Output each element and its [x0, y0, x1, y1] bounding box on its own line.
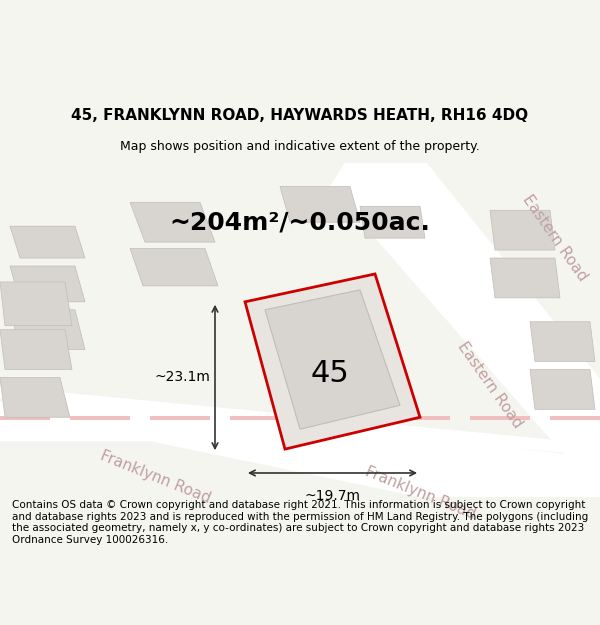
- Polygon shape: [265, 290, 400, 429]
- Polygon shape: [0, 386, 600, 461]
- Text: Map shows position and indicative extent of the property.: Map shows position and indicative extent…: [120, 141, 480, 153]
- Polygon shape: [0, 282, 72, 326]
- Text: Eastern Road: Eastern Road: [520, 192, 590, 284]
- Polygon shape: [245, 274, 420, 449]
- Polygon shape: [0, 416, 50, 419]
- Text: ~204m²/~0.050ac.: ~204m²/~0.050ac.: [170, 210, 430, 234]
- Polygon shape: [550, 416, 600, 419]
- Polygon shape: [280, 186, 360, 222]
- Polygon shape: [490, 210, 555, 250]
- Text: ~23.1m: ~23.1m: [154, 371, 210, 384]
- Polygon shape: [530, 369, 595, 409]
- Text: ~19.7m: ~19.7m: [305, 489, 361, 503]
- Polygon shape: [0, 401, 600, 544]
- Polygon shape: [70, 416, 130, 419]
- Polygon shape: [0, 378, 70, 418]
- Polygon shape: [10, 226, 85, 258]
- Polygon shape: [310, 416, 370, 419]
- Text: Contains OS data © Crown copyright and database right 2021. This information is : Contains OS data © Crown copyright and d…: [12, 500, 588, 545]
- Polygon shape: [470, 416, 530, 419]
- Text: 45: 45: [311, 359, 349, 388]
- Text: 45, FRANKLYNN ROAD, HAYWARDS HEATH, RH16 4DQ: 45, FRANKLYNN ROAD, HAYWARDS HEATH, RH16…: [71, 108, 529, 123]
- Polygon shape: [390, 416, 450, 419]
- Text: Franklynn Road: Franklynn Road: [98, 448, 212, 506]
- Polygon shape: [130, 249, 218, 286]
- Polygon shape: [0, 330, 72, 369]
- Polygon shape: [330, 154, 600, 473]
- Polygon shape: [490, 258, 560, 298]
- Polygon shape: [150, 416, 210, 419]
- Polygon shape: [10, 266, 85, 302]
- Polygon shape: [130, 202, 215, 242]
- Polygon shape: [230, 416, 290, 419]
- Text: Franklynn Road: Franklynn Road: [362, 464, 478, 522]
- Text: Eastern Road: Eastern Road: [455, 339, 525, 431]
- Polygon shape: [360, 206, 425, 238]
- Polygon shape: [10, 310, 85, 349]
- Polygon shape: [530, 322, 595, 361]
